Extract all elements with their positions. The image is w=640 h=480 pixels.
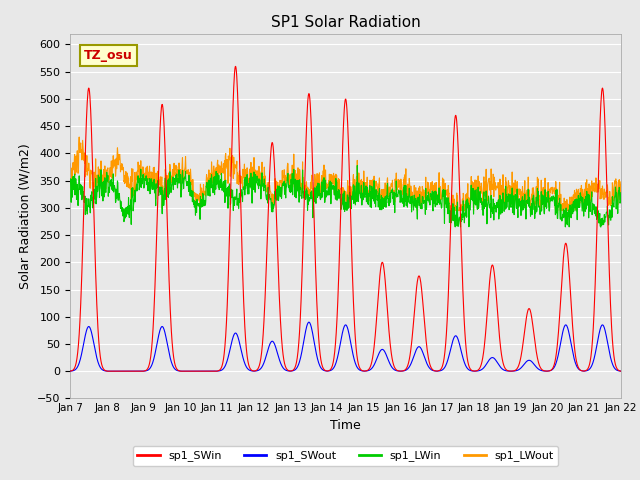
Title: SP1 Solar Radiation: SP1 Solar Radiation (271, 15, 420, 30)
Y-axis label: Solar Radiation (W/m2): Solar Radiation (W/m2) (19, 143, 32, 289)
Legend: sp1_SWin, sp1_SWout, sp1_LWin, sp1_LWout: sp1_SWin, sp1_SWout, sp1_LWin, sp1_LWout (133, 446, 558, 466)
X-axis label: Time: Time (330, 419, 361, 432)
Text: TZ_osu: TZ_osu (84, 49, 133, 62)
